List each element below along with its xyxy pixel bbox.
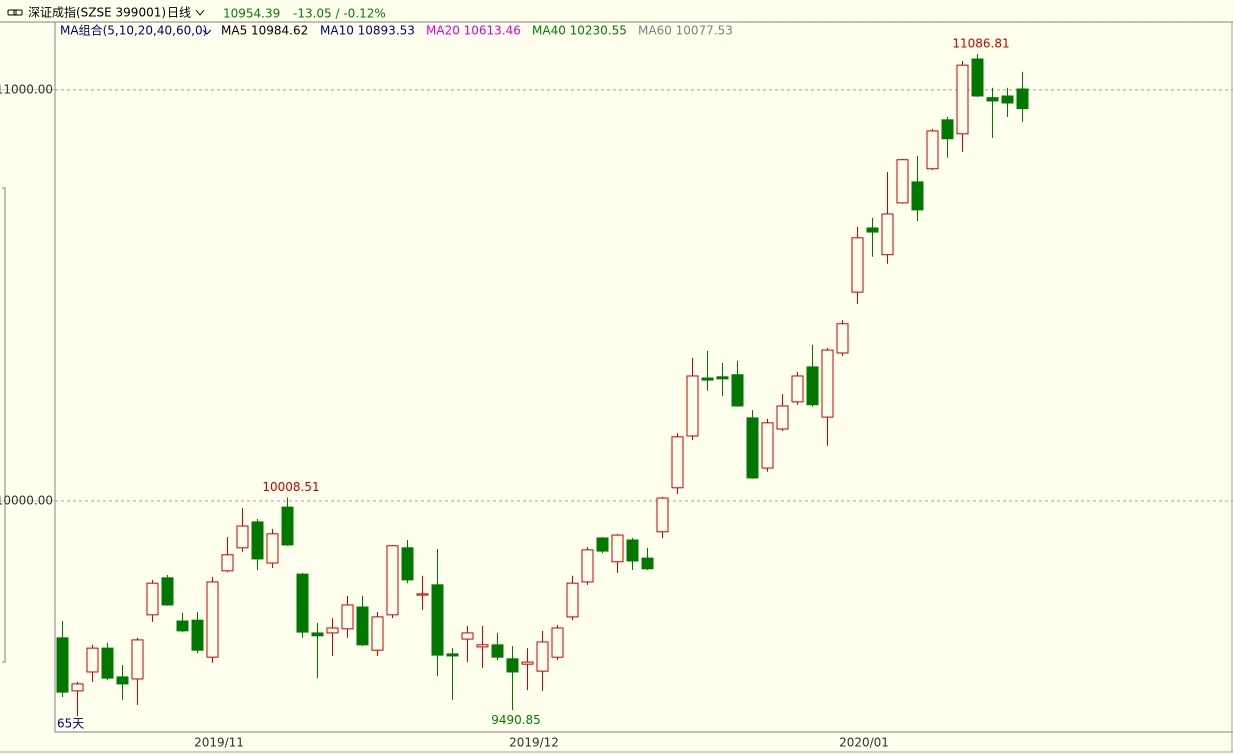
candle-body xyxy=(551,627,564,658)
candle-body xyxy=(1001,95,1014,104)
candle-body xyxy=(116,676,129,685)
candle-body xyxy=(371,616,384,651)
candle-body xyxy=(431,584,444,656)
extreme-label: 10008.51 xyxy=(262,480,319,494)
candle-body xyxy=(446,653,459,657)
candle-body xyxy=(566,582,579,618)
candle-body xyxy=(731,374,744,407)
candle-body xyxy=(281,506,294,546)
ma-group[interactable]: MA组合(5,10,20,40,60,0) xyxy=(60,23,207,38)
candle-body xyxy=(266,533,279,564)
price-change: -13.05 / -0.12% xyxy=(293,7,386,21)
symbol-title[interactable]: 深证成指(SZSE 399001) xyxy=(28,5,166,20)
period-selector[interactable]: 日线 xyxy=(167,6,191,20)
day-count: 65天 xyxy=(57,717,84,731)
candle-body xyxy=(506,658,519,673)
candle-body xyxy=(251,521,264,560)
candle-body xyxy=(926,130,939,170)
candle-body xyxy=(416,593,429,596)
candle-body xyxy=(341,604,354,630)
candle-body xyxy=(971,58,984,97)
candle-body xyxy=(536,641,549,672)
x-tick-label: 2019/11 xyxy=(194,736,244,750)
candle-body xyxy=(821,349,834,418)
candle-body xyxy=(101,647,114,679)
candle-body xyxy=(806,366,819,406)
candle-body xyxy=(866,227,879,233)
candle-body xyxy=(656,497,669,533)
candle-body xyxy=(56,637,69,693)
x-tick-label: 2020/01 xyxy=(839,736,889,750)
candle-body xyxy=(896,159,909,204)
x-tick-label: 2019/12 xyxy=(509,736,559,750)
candle-body xyxy=(776,405,789,430)
candle-body xyxy=(236,525,249,549)
dropdown-arrow[interactable] xyxy=(202,29,212,35)
candle-body xyxy=(221,554,234,572)
candle-body xyxy=(131,639,144,680)
last-price: 10954.39 xyxy=(223,7,280,21)
candle-body xyxy=(326,627,339,634)
candle-body xyxy=(761,422,774,469)
link-icon-part xyxy=(13,9,23,16)
candle-body xyxy=(476,644,489,648)
candle-body xyxy=(941,119,954,140)
candle-body xyxy=(686,375,699,437)
candle-body xyxy=(851,237,864,293)
candle-body xyxy=(71,683,84,692)
link-icon-part xyxy=(7,9,17,16)
dropdown-arrow[interactable] xyxy=(195,9,205,16)
extreme-label: 11086.81 xyxy=(952,37,1009,51)
candle-body xyxy=(356,606,369,646)
candle-body xyxy=(461,632,474,640)
ma-legend-item: MA10 10893.53 xyxy=(320,24,415,38)
candle-body xyxy=(206,581,219,658)
candle-body xyxy=(716,376,729,380)
candle-body xyxy=(611,534,624,563)
candle-body xyxy=(746,417,759,479)
candle-body xyxy=(956,64,969,135)
candle-body xyxy=(581,549,594,583)
candle-body xyxy=(701,377,714,381)
candle-body xyxy=(671,436,684,489)
candle-body xyxy=(986,97,999,102)
candle-body xyxy=(596,537,609,552)
left-panel-bracket xyxy=(2,187,6,663)
candle-body xyxy=(641,557,654,570)
candle-body xyxy=(86,647,99,673)
candle-body xyxy=(791,375,804,403)
ma-legend-item: MA20 10613.46 xyxy=(426,24,521,38)
candle-body xyxy=(521,661,534,665)
link-icon xyxy=(7,9,23,16)
candle-body xyxy=(311,632,324,637)
candle-body xyxy=(491,644,504,658)
candle-body xyxy=(161,577,174,606)
y-tick-label: 11000.00 xyxy=(0,82,53,96)
candle-body xyxy=(626,539,639,562)
candle-body xyxy=(836,323,849,354)
ma-legend-item: MA60 10077.53 xyxy=(638,24,733,38)
ma-legend-item: MA5 10984.62 xyxy=(221,24,308,38)
candle-body xyxy=(296,573,309,633)
extreme-label: 9490.85 xyxy=(491,713,541,727)
candle-body xyxy=(176,620,189,632)
y-tick-label: 10000.00 xyxy=(0,493,53,507)
candle-body xyxy=(881,213,894,256)
candle-body xyxy=(191,619,204,651)
candle-body xyxy=(146,582,159,616)
candle-body xyxy=(386,545,399,616)
ma-legend-item: MA40 10230.55 xyxy=(532,24,627,38)
candle-body xyxy=(911,181,924,211)
candle-body xyxy=(1016,88,1029,110)
candle-body xyxy=(401,547,414,581)
